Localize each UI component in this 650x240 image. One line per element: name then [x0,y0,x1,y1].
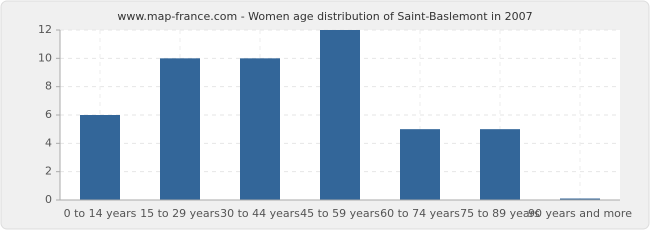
y-tick-label: 4 [45,136,52,149]
bar [80,115,120,200]
x-tick-label: 90 years and more [528,207,632,220]
bar [320,30,360,200]
y-tick-label: 2 [45,165,52,178]
bar [160,58,200,201]
y-tick-label: 10 [38,51,52,64]
x-tick-label: 45 to 59 years [300,207,380,220]
x-tick-label: 0 to 14 years [64,207,137,220]
x-tick-label: 60 to 74 years [380,207,460,220]
y-tick-label: 0 [45,193,52,206]
bar [240,58,280,201]
x-tick-label: 15 to 29 years [140,207,220,220]
y-tick-label: 12 [38,23,52,36]
x-tick-label: 75 to 89 years [460,207,540,220]
chart: www.map-france.com - Women age distribut… [0,0,650,230]
bar [480,129,520,200]
bar [400,129,440,200]
y-tick-label: 6 [45,108,52,121]
chart-title: www.map-france.com - Women age distribut… [117,10,532,23]
y-tick-label: 8 [45,80,52,93]
x-tick-label: 30 to 44 years [220,207,300,220]
bar [560,198,600,200]
